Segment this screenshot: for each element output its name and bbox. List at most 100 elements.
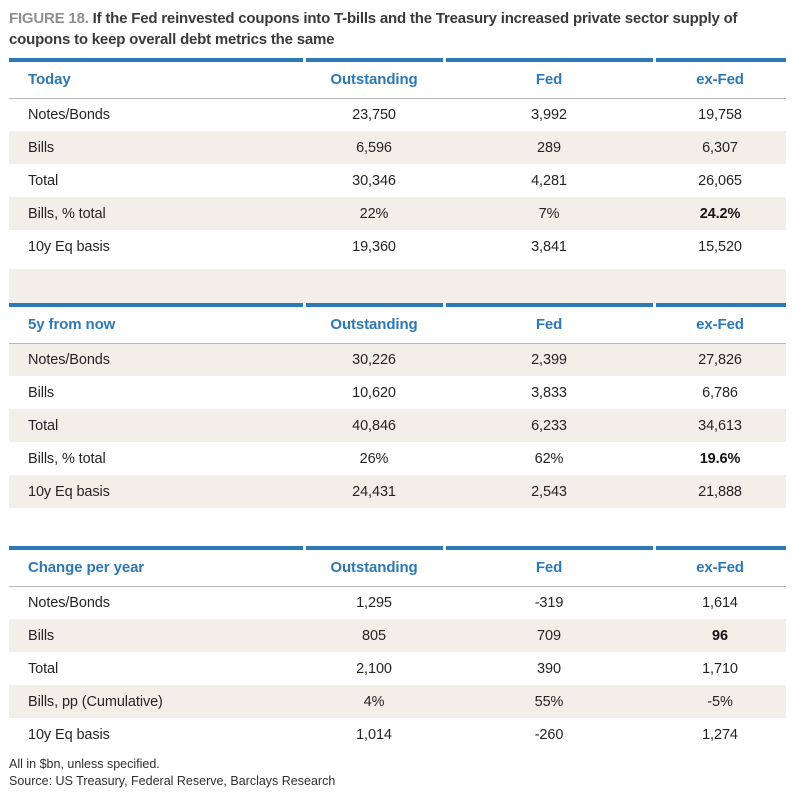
column-header-exfed: ex-Fed — [654, 550, 786, 587]
table-row: Bills, % total 26% 62% 19.6% — [9, 442, 786, 475]
table-row: Notes/Bonds 23,750 3,992 19,758 — [9, 98, 786, 131]
cell-fed: 3,841 — [531, 238, 567, 255]
table-row: Bills, pp (Cumulative) 4% 55% -5% — [9, 685, 786, 718]
cell-fed: -319 — [534, 594, 564, 611]
table-title-today: Today — [9, 62, 304, 99]
cell-fed: 289 — [444, 131, 654, 164]
table-row: Total 2,100 390 1,710 — [9, 652, 786, 685]
row-label: Bills — [9, 131, 304, 164]
row-label: Total — [28, 172, 59, 189]
cell-exfed: 26,065 — [698, 172, 742, 189]
cell-exfed: 19,758 — [698, 106, 742, 123]
cell-outstanding: 30,226 — [304, 343, 444, 376]
cell-outstanding: 40,846 — [304, 409, 444, 442]
table-row: 10y Eq basis 19,360 3,841 15,520 — [9, 230, 786, 263]
cell-exfed: 15,520 — [698, 238, 742, 255]
cell-outstanding: 24,431 — [304, 475, 444, 508]
cell-exfed: 34,613 — [654, 409, 786, 442]
column-header-outstanding: Outstanding — [304, 62, 444, 99]
cell-exfed: 21,888 — [654, 475, 786, 508]
cell-exfed: 27,826 — [654, 343, 786, 376]
table-5y-from-now: 5y from now Outstanding Fed ex-Fed Notes… — [9, 303, 786, 508]
column-header-fed: Fed — [444, 550, 654, 587]
cell-fed: -260 — [534, 726, 564, 743]
figure-number-label: FIGURE 18. — [9, 10, 89, 27]
table-change-per-year: Change per year Outstanding Fed ex-Fed N… — [9, 546, 786, 751]
row-label: Bills — [9, 619, 304, 652]
cell-exfed: 1,710 — [702, 660, 738, 677]
row-label: Notes/Bonds — [28, 106, 110, 123]
cell-outstanding: 2,100 — [356, 660, 392, 677]
row-label: Total — [9, 409, 304, 442]
row-label: 10y Eq basis — [28, 726, 110, 743]
table-row: Bills 10,620 3,833 6,786 — [9, 376, 786, 409]
cell-fed: 62% — [534, 450, 564, 467]
table-row: Total 30,346 4,281 26,065 — [9, 164, 786, 197]
column-header-fed: Fed — [444, 307, 654, 344]
figure-title: If the Fed reinvested coupons into T-bil… — [9, 10, 738, 48]
cell-fed: 4,281 — [531, 172, 567, 189]
cell-fed: 2,399 — [444, 343, 654, 376]
table-top-rule — [9, 58, 786, 62]
table-row: 10y Eq basis 24,431 2,543 21,888 — [9, 475, 786, 508]
unit-note: All in $bn, unless specified. — [9, 757, 160, 771]
cell-outstanding: 1,295 — [356, 594, 392, 611]
cell-exfed: 1,614 — [702, 594, 738, 611]
cell-outstanding: 22% — [304, 197, 444, 230]
source-note: Source: US Treasury, Federal Reserve, Ba… — [9, 774, 336, 788]
cell-exfed: 6,307 — [654, 131, 786, 164]
figure-footnotes: All in $bn, unless specified. Source: US… — [9, 756, 787, 790]
cell-fed: 3,833 — [531, 384, 567, 401]
cell-exfed-emphasis: 19.6% — [699, 450, 741, 467]
column-header-outstanding: Outstanding — [304, 307, 444, 344]
row-label: Bills, pp (Cumulative) — [9, 685, 304, 718]
cell-fed: 7% — [444, 197, 654, 230]
column-header-outstanding: Outstanding — [304, 550, 444, 587]
table-row: Notes/Bonds 30,226 2,399 27,826 — [9, 343, 786, 376]
header-row: 5y from now Outstanding Fed ex-Fed — [9, 307, 786, 344]
cell-outstanding: 26% — [359, 450, 389, 467]
cell-exfed: 1,274 — [702, 726, 738, 743]
cell-exfed: -5% — [654, 685, 786, 718]
cell-outstanding: 6,596 — [304, 131, 444, 164]
figure-caption: FIGURE 18. If the Fed reinvested coupons… — [9, 8, 788, 50]
cell-outstanding: 805 — [304, 619, 444, 652]
cell-fed: 6,233 — [444, 409, 654, 442]
column-header-fed: Fed — [444, 62, 654, 99]
cell-exfed-emphasis: 96 — [654, 619, 786, 652]
row-label: 10y Eq basis — [28, 238, 110, 255]
cell-outstanding: 1,014 — [356, 726, 392, 743]
table-row: Bills, % total 22% 7% 24.2% — [9, 197, 786, 230]
table-row: 10y Eq basis 1,014 -260 1,274 — [9, 718, 786, 751]
row-label: Bills, % total — [28, 450, 106, 467]
cell-fed: 2,543 — [444, 475, 654, 508]
row-label: Bills — [28, 384, 55, 401]
cell-outstanding: 19,360 — [352, 238, 396, 255]
cell-outstanding: 4% — [304, 685, 444, 718]
table-row: Notes/Bonds 1,295 -319 1,614 — [9, 586, 786, 619]
table-row: Total 40,846 6,233 34,613 — [9, 409, 786, 442]
cell-fed: 390 — [537, 660, 561, 677]
cell-exfed-emphasis: 24.2% — [654, 197, 786, 230]
cell-outstanding: 23,750 — [352, 106, 396, 123]
table-title-5y: 5y from now — [9, 307, 304, 344]
column-header-exfed: ex-Fed — [654, 62, 786, 99]
row-label: Total — [28, 660, 59, 677]
cell-fed: 3,992 — [531, 106, 567, 123]
table-top-rule — [9, 303, 786, 307]
spacer-band — [9, 508, 786, 546]
column-header-exfed: ex-Fed — [654, 307, 786, 344]
cell-outstanding: 10,620 — [352, 384, 396, 401]
header-row: Today Outstanding Fed ex-Fed — [9, 62, 786, 99]
cell-fed: 709 — [444, 619, 654, 652]
row-label: Bills, % total — [9, 197, 304, 230]
cell-exfed: 6,786 — [702, 384, 738, 401]
cell-fed: 55% — [444, 685, 654, 718]
table-title-change: Change per year — [9, 550, 304, 587]
table-top-rule — [9, 546, 786, 550]
row-label: 10y Eq basis — [9, 475, 304, 508]
spacer-band — [9, 269, 786, 303]
table-row: Bills 6,596 289 6,307 — [9, 131, 786, 164]
header-row: Change per year Outstanding Fed ex-Fed — [9, 550, 786, 587]
